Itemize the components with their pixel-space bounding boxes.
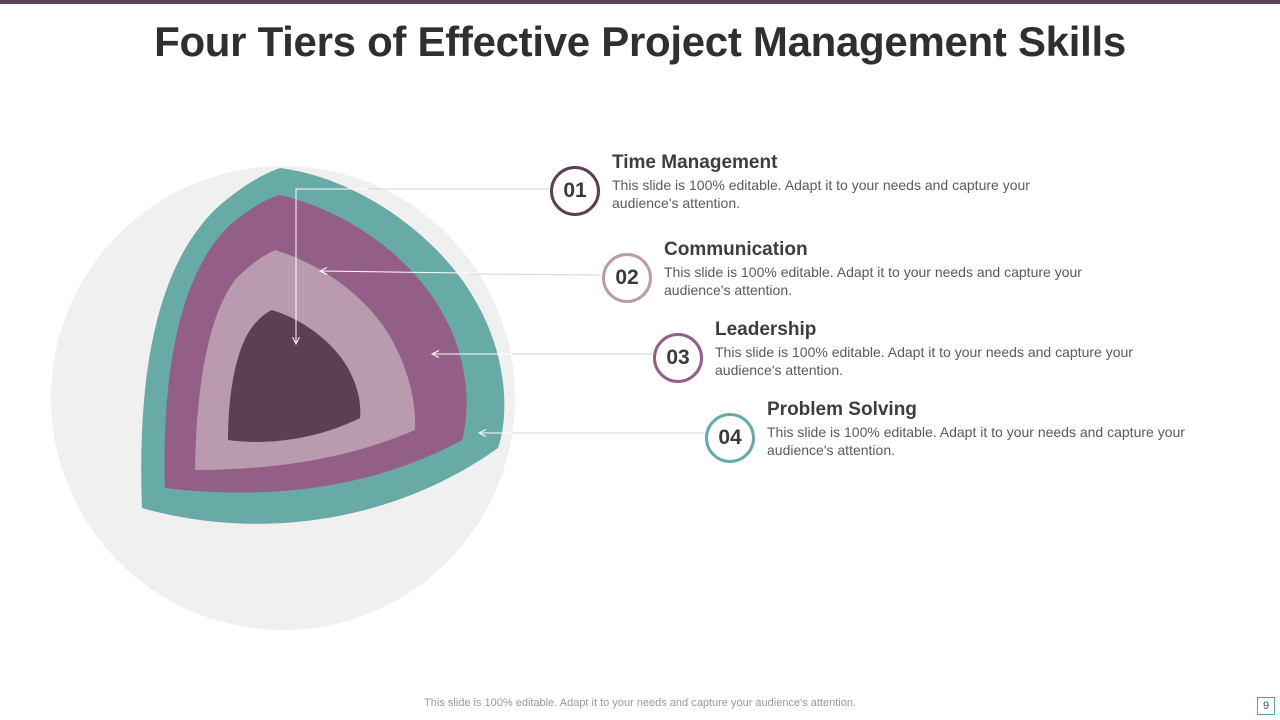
tier-item-4: 04 Problem Solving This slide is 100% ed… [705,399,1280,479]
tier-shape-4 [228,310,361,442]
tier-description: This slide is 100% editable. Adapt it to… [664,264,1082,298]
tier-item-3: 03 Leadership This slide is 100% editabl… [653,319,1280,399]
tier-description: This slide is 100% editable. Adapt it to… [715,344,1133,378]
tier-number-badge: 04 [705,413,755,463]
top-accent-bar [0,0,1280,4]
tier-description: This slide is 100% editable. Adapt it to… [612,177,1030,211]
tier-number-badge: 03 [653,333,703,383]
tier-heading: Communication [664,239,808,260]
tier-description: This slide is 100% editable. Adapt it to… [767,424,1185,458]
slide-title: Four Tiers of Effective Project Manageme… [154,18,1126,65]
tier-heading: Problem Solving [767,399,917,420]
connector-arrowhead-2 [318,267,328,275]
connector-arrowhead-1 [292,336,300,346]
tier-number-badge: 02 [602,253,652,303]
connector-arrowhead-3 [430,350,440,358]
tier-heading: Time Management [612,152,778,173]
tier-heading: Leadership [715,319,817,340]
tier-item-1: 01 Time Management This slide is 100% ed… [550,152,1190,232]
connector-extension-2 [469,273,602,276]
footer-note: This slide is 100% editable. Adapt it to… [424,697,856,709]
page-number: 9 [1257,697,1275,715]
connector-arrowhead-4 [477,429,487,437]
connector-extensions [368,188,705,434]
tier-item-2: 02 Communication This slide is 100% edit… [602,239,1242,319]
tier-number-badge: 01 [550,166,600,216]
